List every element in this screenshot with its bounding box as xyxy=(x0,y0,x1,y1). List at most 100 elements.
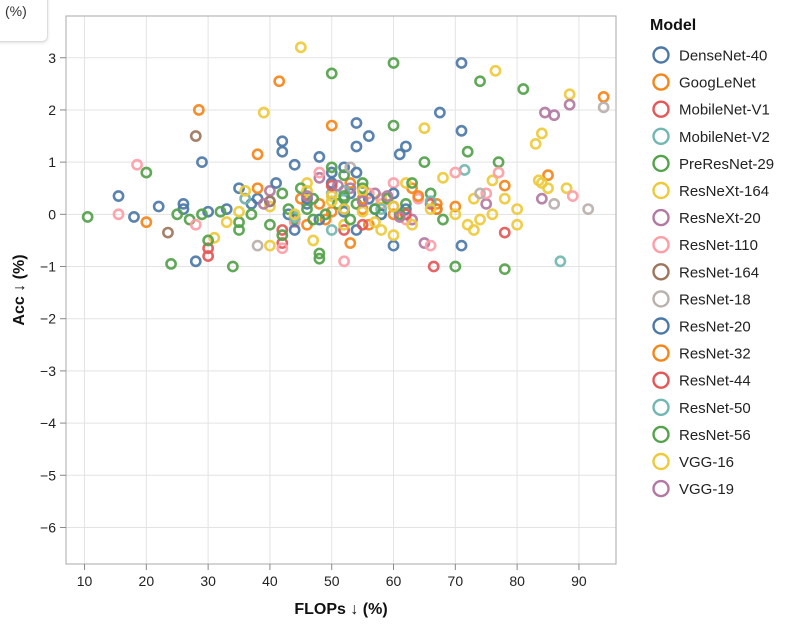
data-point[interactable] xyxy=(264,239,276,252)
data-point[interactable] xyxy=(301,184,313,197)
data-point[interactable] xyxy=(597,101,610,114)
data-point[interactable] xyxy=(325,67,338,80)
data-point[interactable] xyxy=(140,166,153,179)
data-point[interactable] xyxy=(375,224,388,236)
legend-item[interactable]: ResNet-110 xyxy=(652,235,758,254)
data-point[interactable] xyxy=(532,174,545,187)
data-point[interactable] xyxy=(294,182,307,195)
data-point[interactable] xyxy=(554,255,567,268)
data-point[interactable] xyxy=(301,190,313,202)
data-point[interactable] xyxy=(362,130,375,142)
data-point[interactable] xyxy=(498,263,511,276)
data-point[interactable] xyxy=(319,213,332,226)
data-point[interactable] xyxy=(319,208,332,221)
data-point[interactable] xyxy=(563,88,576,101)
data-point[interactable] xyxy=(399,177,412,189)
data-point[interactable] xyxy=(356,195,369,208)
data-point[interactable] xyxy=(202,250,215,262)
data-point[interactable] xyxy=(455,57,468,69)
data-point[interactable] xyxy=(393,211,406,223)
data-point[interactable] xyxy=(276,135,289,148)
data-point[interactable] xyxy=(282,208,295,221)
data-point[interactable] xyxy=(418,122,431,135)
data-point[interactable] xyxy=(406,218,418,231)
data-point[interactable] xyxy=(257,197,270,210)
data-point[interactable] xyxy=(214,205,227,218)
data-point[interactable] xyxy=(112,190,125,202)
data-point[interactable] xyxy=(418,237,431,249)
legend-item[interactable]: ResNet-164 xyxy=(652,263,760,281)
data-point[interactable] xyxy=(433,106,446,119)
data-point[interactable] xyxy=(461,145,474,158)
data-point[interactable] xyxy=(233,182,245,195)
data-point[interactable] xyxy=(548,109,561,122)
data-point[interactable] xyxy=(548,197,561,210)
data-point[interactable] xyxy=(233,205,245,218)
data-point[interactable] xyxy=(325,195,338,208)
data-point[interactable] xyxy=(539,106,551,119)
data-point[interactable] xyxy=(276,229,289,242)
data-point[interactable] xyxy=(251,148,264,161)
data-point[interactable] xyxy=(480,187,493,200)
data-point[interactable] xyxy=(449,260,462,273)
data-point[interactable] xyxy=(112,208,125,221)
data-point[interactable] xyxy=(196,156,208,169)
data-point[interactable] xyxy=(563,98,576,111)
data-point[interactable] xyxy=(196,208,208,221)
data-point[interactable] xyxy=(387,229,400,242)
data-point[interactable] xyxy=(226,260,239,273)
data-point[interactable] xyxy=(387,200,400,213)
data-point[interactable] xyxy=(467,224,480,236)
data-point[interactable] xyxy=(458,164,471,176)
data-point[interactable] xyxy=(437,213,449,226)
data-point[interactable] xyxy=(474,75,486,88)
data-point[interactable] xyxy=(162,226,174,239)
data-point[interactable] xyxy=(307,192,320,205)
data-point[interactable] xyxy=(535,127,548,140)
legend-item[interactable]: ResNet-44 xyxy=(652,371,751,390)
data-point[interactable] xyxy=(480,197,493,210)
data-point[interactable] xyxy=(202,242,215,255)
data-point[interactable] xyxy=(325,161,338,174)
data-point[interactable] xyxy=(239,192,252,205)
data-point[interactable] xyxy=(387,57,400,69)
data-point[interactable] xyxy=(449,200,462,213)
data-point[interactable] xyxy=(356,218,369,231)
data-point[interactable] xyxy=(313,252,326,265)
data-point[interactable] xyxy=(313,247,326,260)
data-point[interactable] xyxy=(338,224,350,236)
data-point[interactable] xyxy=(338,255,350,268)
data-point[interactable] xyxy=(399,140,412,153)
data-point[interactable] xyxy=(486,174,499,187)
data-point[interactable] xyxy=(597,90,610,103)
data-point[interactable] xyxy=(511,218,524,231)
data-point[interactable] xyxy=(332,179,344,192)
data-point[interactable] xyxy=(455,124,468,137)
data-point[interactable] xyxy=(344,237,357,249)
data-point[interactable] xyxy=(192,104,205,116)
data-point[interactable] xyxy=(276,187,289,200)
data-point[interactable] xyxy=(338,169,350,182)
data-point[interactable] xyxy=(492,166,505,179)
data-point[interactable] xyxy=(264,200,276,213)
data-point[interactable] xyxy=(245,208,258,221)
legend-item[interactable]: MobileNet-V2 xyxy=(652,127,770,146)
data-point[interactable] xyxy=(189,255,202,268)
data-point[interactable] xyxy=(251,182,264,195)
data-point[interactable] xyxy=(270,177,283,189)
data-point[interactable] xyxy=(498,179,511,192)
data-point[interactable] xyxy=(369,216,381,229)
data-point[interactable] xyxy=(362,192,375,205)
data-point[interactable] xyxy=(437,171,449,184)
data-point[interactable] xyxy=(202,234,215,247)
data-point[interactable] xyxy=(313,151,326,163)
data-point[interactable] xyxy=(307,213,320,226)
data-point[interactable] xyxy=(498,192,511,205)
data-point[interactable] xyxy=(412,190,425,202)
data-point[interactable] xyxy=(424,239,437,252)
data-point[interactable] xyxy=(489,64,502,77)
data-point[interactable] xyxy=(449,208,462,221)
legend-item[interactable]: PreResNet-29 xyxy=(652,154,775,173)
data-point[interactable] xyxy=(406,177,418,189)
data-point[interactable] xyxy=(325,179,338,192)
